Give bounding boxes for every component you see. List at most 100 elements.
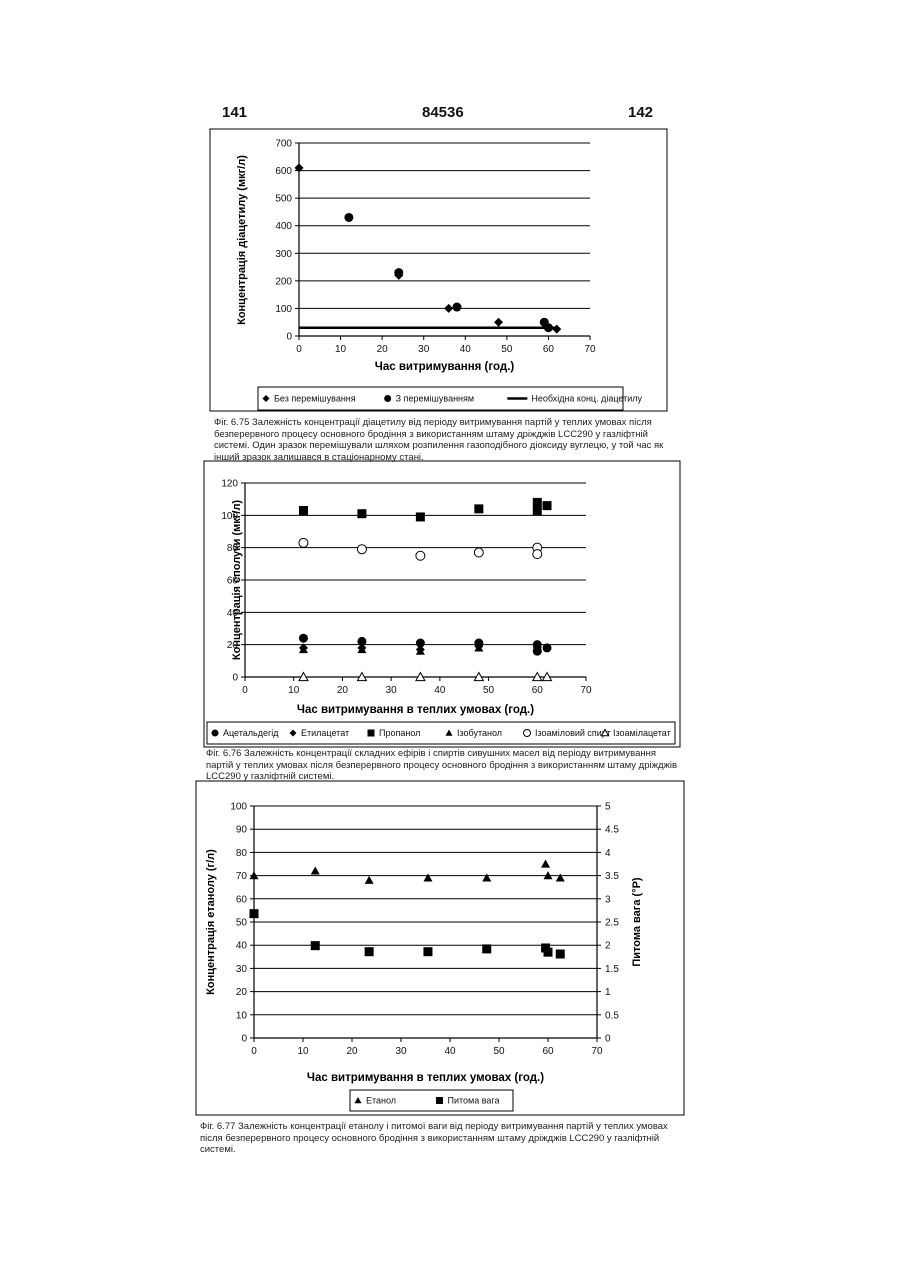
y2-tick-label: 2 xyxy=(605,941,611,952)
x-axis-title: Час витримування в теплих умовах (год.) xyxy=(297,704,534,716)
data-point xyxy=(344,213,353,222)
legend-label: З перемішуванням xyxy=(396,394,474,404)
y-tick-label: 600 xyxy=(275,166,292,177)
x-tick-label: 30 xyxy=(395,1046,407,1057)
data-point xyxy=(452,303,461,312)
x-tick-label: 30 xyxy=(418,344,430,355)
y2-axis-title: Питома вага (°P) xyxy=(631,877,643,967)
x-tick-label: 0 xyxy=(251,1046,257,1057)
legend-swatch xyxy=(384,395,391,402)
legend: Без перемішування З перемішуванням Необхід… xyxy=(258,387,643,410)
y-tick-label: 70 xyxy=(236,871,248,882)
legend-swatch xyxy=(212,730,219,737)
y2-tick-label: 4.5 xyxy=(605,825,619,836)
x-axis-title: Час витримування в теплих умовах (год.) xyxy=(307,1072,544,1084)
y-tick-label: 30 xyxy=(236,964,248,975)
y2-tick-label: 3 xyxy=(605,894,611,905)
data-point xyxy=(299,538,308,547)
x-tick-label: 40 xyxy=(444,1046,456,1057)
x-tick-label: 60 xyxy=(543,344,555,355)
x-tick-label: 70 xyxy=(584,344,596,355)
figure-caption-6-77: Фіг. 6.77 Залежність концентрації етанол… xyxy=(200,1121,680,1156)
data-point xyxy=(533,550,542,559)
x-tick-label: 60 xyxy=(532,685,544,696)
legend-label: Ацетальдегід xyxy=(223,728,279,738)
figure-caption-6-75: Фіг. 6.75 Залежність концентрації діацет… xyxy=(214,417,670,463)
y-axis-title: Концентрація діацетилу (мкг/л) xyxy=(236,155,248,325)
x-tick-label: 50 xyxy=(483,685,495,696)
y-tick-label: 90 xyxy=(236,825,248,836)
y-tick-label: 300 xyxy=(275,249,292,260)
x-tick-label: 10 xyxy=(335,344,347,355)
data-point xyxy=(299,634,308,643)
x-tick-label: 10 xyxy=(288,685,300,696)
y-tick-label: 120 xyxy=(221,479,238,490)
y2-tick-label: 5 xyxy=(605,802,611,813)
data-point xyxy=(416,551,425,560)
data-point xyxy=(250,909,259,918)
data-point xyxy=(533,506,542,515)
legend-swatch xyxy=(368,730,375,737)
legend-swatch xyxy=(524,730,531,737)
y2-tick-label: 1.5 xyxy=(605,964,619,975)
y-tick-label: 400 xyxy=(275,221,292,232)
legend-label: Питома вага xyxy=(448,1096,500,1106)
y-tick-label: 60 xyxy=(236,894,248,905)
legend-label: Етанол xyxy=(366,1096,396,1106)
y2-tick-label: 4 xyxy=(605,848,611,859)
data-point xyxy=(482,944,491,953)
x-axis-title: Час витримування (год.) xyxy=(375,361,515,373)
chart-3: 010203040506070809010001020304050607000.… xyxy=(196,781,684,1115)
y-axis-title: Концентрація етанолу (г/л) xyxy=(205,849,217,995)
y2-tick-label: 3.5 xyxy=(605,871,619,882)
x-tick-label: 10 xyxy=(297,1046,309,1057)
y2-tick-label: 0 xyxy=(605,1034,611,1045)
data-point xyxy=(543,643,552,652)
data-point xyxy=(474,548,483,557)
data-point xyxy=(394,268,403,277)
legend-swatch xyxy=(436,1097,443,1104)
y-tick-label: 700 xyxy=(275,139,292,150)
x-tick-label: 70 xyxy=(580,685,592,696)
y-tick-label: 200 xyxy=(275,276,292,287)
legend-label: Ізобутанол xyxy=(457,728,502,738)
y-tick-label: 40 xyxy=(236,941,248,952)
y-axis-title: Концентрація сполуки (мкг/л) xyxy=(231,500,243,661)
y-tick-label: 0 xyxy=(241,1034,247,1045)
legend-label: Пропанол xyxy=(379,728,420,738)
data-point xyxy=(533,498,542,507)
data-point xyxy=(474,504,483,513)
data-point xyxy=(543,501,552,510)
y-tick-label: 20 xyxy=(236,987,248,998)
y-tick-label: 500 xyxy=(275,194,292,205)
x-tick-label: 20 xyxy=(337,685,349,696)
legend: Етанол Питома вага xyxy=(350,1090,513,1111)
x-tick-label: 30 xyxy=(386,685,398,696)
y2-tick-label: 1 xyxy=(605,987,611,998)
figure-caption-6-76: Фіг. 6.76 Залежність концентрації складн… xyxy=(206,748,678,784)
data-point xyxy=(365,947,374,956)
legend-label: Без перемішування xyxy=(274,394,356,404)
chart-2: 020406080100120010203040506070Концентрац… xyxy=(204,461,680,747)
data-point xyxy=(357,545,366,554)
y-tick-label: 10 xyxy=(236,1010,248,1021)
data-point xyxy=(423,947,432,956)
y-tick-label: 0 xyxy=(286,332,292,343)
y2-tick-label: 0.5 xyxy=(605,1010,619,1021)
x-tick-label: 50 xyxy=(493,1046,505,1057)
x-tick-label: 0 xyxy=(296,344,302,355)
data-point xyxy=(299,506,308,515)
y-tick-label: 80 xyxy=(236,848,248,859)
data-point xyxy=(544,948,553,957)
y-tick-label: 100 xyxy=(230,802,247,813)
chart-1: 0100200300400500600700010203040506070Кон… xyxy=(210,129,667,411)
y-tick-label: 50 xyxy=(236,918,248,929)
legend: АцетальдегідЕтилацетатПропанолІзобутанол… xyxy=(207,722,675,744)
legend-label: Ізоаміловий спирт xyxy=(535,728,611,738)
y2-tick-label: 2.5 xyxy=(605,918,619,929)
data-point xyxy=(357,509,366,518)
x-tick-label: 0 xyxy=(242,685,248,696)
x-tick-label: 40 xyxy=(434,685,446,696)
legend-label: Необхідна конц. діацетилу xyxy=(531,394,642,404)
y-tick-label: 0 xyxy=(232,673,238,684)
